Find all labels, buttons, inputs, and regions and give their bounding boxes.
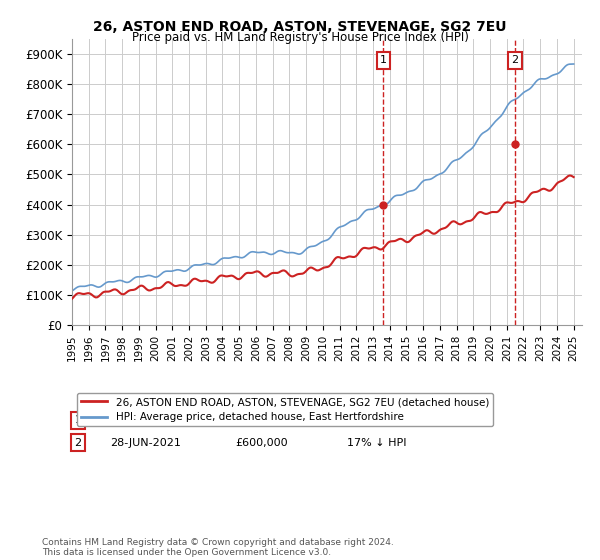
Text: 2: 2 (511, 55, 518, 66)
Text: 1: 1 (380, 55, 387, 66)
Text: 28-JUN-2021: 28-JUN-2021 (110, 438, 181, 448)
Text: 17% ↓ HPI: 17% ↓ HPI (347, 438, 407, 448)
Legend: 26, ASTON END ROAD, ASTON, STEVENAGE, SG2 7EU (detached house), HPI: Average pri: 26, ASTON END ROAD, ASTON, STEVENAGE, SG… (77, 393, 493, 426)
Text: £600,000: £600,000 (235, 438, 288, 448)
Text: 16-AUG-2013: 16-AUG-2013 (110, 416, 185, 426)
Text: 2: 2 (74, 438, 82, 448)
Text: Contains HM Land Registry data © Crown copyright and database right 2024.
This d: Contains HM Land Registry data © Crown c… (42, 538, 394, 557)
Text: 26, ASTON END ROAD, ASTON, STEVENAGE, SG2 7EU: 26, ASTON END ROAD, ASTON, STEVENAGE, SG… (93, 20, 507, 34)
Text: 18% ↓ HPI: 18% ↓ HPI (347, 416, 407, 426)
Text: Price paid vs. HM Land Registry's House Price Index (HPI): Price paid vs. HM Land Registry's House … (131, 31, 469, 44)
Text: 1: 1 (74, 416, 82, 426)
Text: £398,000: £398,000 (235, 416, 288, 426)
